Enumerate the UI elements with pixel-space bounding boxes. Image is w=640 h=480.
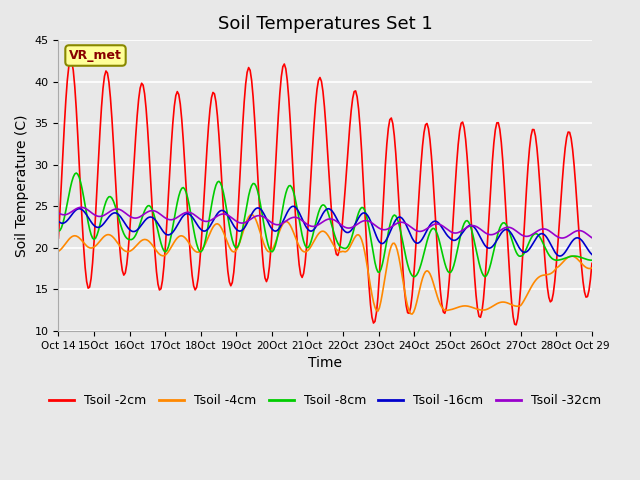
Text: VR_met: VR_met (69, 49, 122, 62)
Legend: Tsoil -2cm, Tsoil -4cm, Tsoil -8cm, Tsoil -16cm, Tsoil -32cm: Tsoil -2cm, Tsoil -4cm, Tsoil -8cm, Tsoi… (44, 389, 606, 412)
X-axis label: Time: Time (308, 356, 342, 370)
Y-axis label: Soil Temperature (C): Soil Temperature (C) (15, 114, 29, 257)
Title: Soil Temperatures Set 1: Soil Temperatures Set 1 (218, 15, 433, 33)
